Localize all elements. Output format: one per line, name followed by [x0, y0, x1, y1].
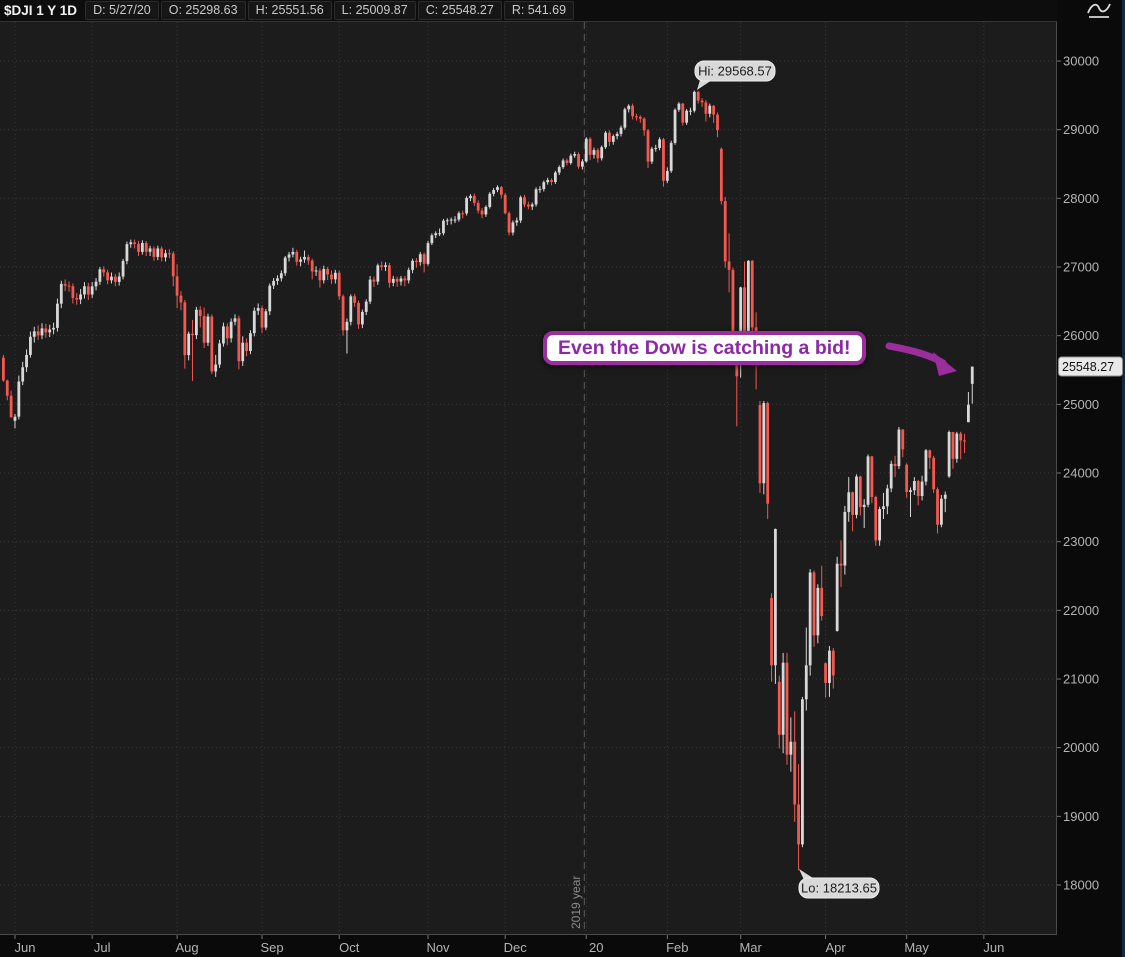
x-tick-label: Jun — [14, 940, 35, 955]
symbol-title: $DJI 1 Y 1D — [4, 3, 78, 18]
candlestick-series — [2, 90, 974, 871]
x-tick-label: Mar — [739, 940, 762, 955]
high-price-label: Hi: 29568.57 — [698, 64, 772, 79]
ohlc-field-l: L: 25009.87 — [333, 1, 416, 20]
low-price-label: Lo: 18213.65 — [801, 881, 877, 896]
time-axis-panel[interactable] — [0, 935, 1057, 957]
y-tick-label: 21000 — [1063, 672, 1099, 687]
ohlc-field-h: H: 25551.56 — [247, 1, 332, 20]
window-right-edge — [1122, 0, 1125, 957]
ohlc-field-d: D: 5/27/20 — [85, 1, 159, 20]
y-tick-label: 30000 — [1063, 54, 1099, 69]
callout-arrow[interactable] — [885, 342, 957, 376]
y-tick-label: 27000 — [1063, 260, 1099, 275]
chart-header-bar: $DJI 1 Y 1D D: 5/27/20 O: 25298.63 H: 2555… — [0, 0, 1057, 22]
x-tick-label: Apr — [825, 940, 846, 955]
x-tick-label: Feb — [666, 940, 688, 955]
chart-plot-background — [0, 22, 1057, 935]
ohlc-field-o: O: 25298.63 — [160, 1, 246, 20]
x-tick-label: Oct — [339, 940, 360, 955]
y-tick-label: 29000 — [1063, 122, 1099, 137]
x-tick-label: 20 — [589, 940, 603, 955]
y-tick-label: 25000 — [1063, 397, 1099, 412]
high-price-bubble: Hi: 29568.57 — [694, 60, 776, 90]
y-tick-label: 20000 — [1063, 740, 1099, 755]
x-tick-label: Jun — [983, 940, 1004, 955]
last-price-tag: 25548.27 — [1058, 356, 1123, 377]
time-axis-labels: Jun Jul Aug Sep Oct Nov Dec 20 Feb Mar Apr May Jun — [14, 935, 1004, 955]
y-tick-label: 28000 — [1063, 191, 1099, 206]
low-price-bubble: Lo: 18213.65 — [798, 869, 880, 899]
y-tick-label: 26000 — [1063, 328, 1099, 343]
x-tick-label: Jul — [94, 940, 111, 955]
chart-style-icon[interactable] — [1085, 1, 1113, 21]
ohlc-field-c: C: 25548.27 — [417, 1, 502, 20]
x-tick-label: Nov — [426, 940, 450, 955]
y-tick-label: 18000 — [1063, 878, 1099, 893]
year-divider-label: 2019 year — [569, 876, 583, 929]
price-axis-panel[interactable] — [1057, 0, 1125, 957]
price-axis-labels: 30000 29000 28000 27000 26000 25000 24000 23000… — [1057, 54, 1099, 893]
last-price-value: 25548.27 — [1062, 360, 1114, 374]
x-tick-label: Dec — [504, 940, 528, 955]
callout-drawing[interactable]: Even the Dow is catching a bid! — [543, 331, 866, 365]
y-tick-label: 19000 — [1063, 809, 1099, 824]
grid-lines — [0, 22, 1056, 935]
y-tick-label: 24000 — [1063, 466, 1099, 481]
y-tick-label: 22000 — [1063, 603, 1099, 618]
ohlc-field-r: R: 541.69 — [503, 1, 575, 20]
x-tick-label: May — [904, 940, 929, 955]
x-tick-label: Aug — [176, 940, 199, 955]
y-tick-label: 23000 — [1063, 534, 1099, 549]
x-tick-label: Sep — [260, 940, 283, 955]
